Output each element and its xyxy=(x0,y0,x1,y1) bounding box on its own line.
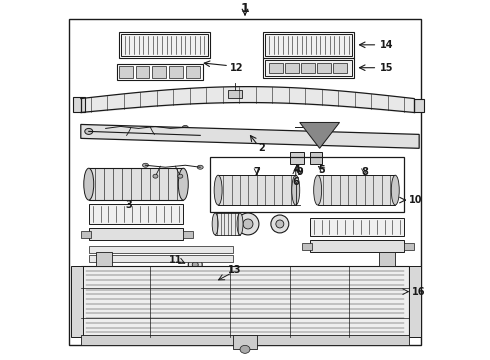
Text: 16: 16 xyxy=(412,287,426,297)
Text: 8: 8 xyxy=(361,167,368,177)
Bar xyxy=(96,252,112,266)
Bar xyxy=(89,168,183,200)
Text: 15: 15 xyxy=(380,63,394,73)
Ellipse shape xyxy=(271,215,289,233)
Text: 6: 6 xyxy=(293,177,299,187)
Text: 2: 2 xyxy=(259,143,265,153)
Bar xyxy=(263,58,354,78)
Bar xyxy=(81,336,409,345)
Polygon shape xyxy=(300,122,340,148)
Bar xyxy=(310,152,321,164)
Ellipse shape xyxy=(124,135,128,138)
Bar xyxy=(183,231,193,238)
Text: 14: 14 xyxy=(380,40,394,50)
Bar xyxy=(119,32,210,58)
Ellipse shape xyxy=(182,125,188,129)
Ellipse shape xyxy=(103,126,109,130)
Bar xyxy=(265,60,352,76)
Bar xyxy=(285,63,299,73)
Bar xyxy=(152,66,167,78)
Ellipse shape xyxy=(178,168,188,200)
Ellipse shape xyxy=(188,258,202,272)
Bar xyxy=(333,63,346,73)
Bar xyxy=(81,231,91,238)
Ellipse shape xyxy=(276,220,284,228)
Ellipse shape xyxy=(85,129,93,134)
Bar xyxy=(379,252,395,266)
Bar xyxy=(290,152,304,164)
Text: 13: 13 xyxy=(228,265,242,275)
Bar xyxy=(121,34,208,56)
Ellipse shape xyxy=(84,168,94,200)
Text: 10: 10 xyxy=(409,195,423,205)
Bar xyxy=(186,66,200,78)
Ellipse shape xyxy=(153,174,158,178)
Text: 11: 11 xyxy=(169,255,182,265)
Bar xyxy=(170,66,183,78)
Bar xyxy=(301,63,315,73)
Bar xyxy=(218,175,296,205)
Bar xyxy=(81,266,409,337)
Bar xyxy=(89,255,233,262)
Bar xyxy=(318,175,395,205)
Ellipse shape xyxy=(392,175,399,205)
Bar xyxy=(404,243,414,250)
Bar xyxy=(269,63,283,73)
Bar xyxy=(263,32,354,58)
Text: 3: 3 xyxy=(125,200,132,210)
Ellipse shape xyxy=(153,134,157,137)
Bar xyxy=(317,63,331,73)
Ellipse shape xyxy=(192,262,198,268)
Ellipse shape xyxy=(306,125,314,130)
Bar xyxy=(119,66,132,78)
Bar xyxy=(73,96,85,112)
Bar xyxy=(409,266,421,337)
Bar xyxy=(310,240,404,252)
Text: 5: 5 xyxy=(318,165,325,175)
Bar xyxy=(89,204,183,224)
Bar xyxy=(228,90,242,98)
Bar xyxy=(310,218,404,236)
Bar xyxy=(265,34,352,56)
Text: 7: 7 xyxy=(253,167,260,177)
Ellipse shape xyxy=(143,163,148,167)
Bar xyxy=(117,64,203,80)
Ellipse shape xyxy=(212,213,218,235)
Bar xyxy=(89,228,183,240)
Bar xyxy=(233,336,257,349)
Ellipse shape xyxy=(178,174,183,178)
Bar xyxy=(89,246,233,253)
Bar xyxy=(69,19,421,345)
Text: 4: 4 xyxy=(294,165,300,175)
Ellipse shape xyxy=(243,219,253,229)
Ellipse shape xyxy=(292,175,300,205)
Bar xyxy=(414,99,424,112)
Bar xyxy=(71,266,83,337)
Ellipse shape xyxy=(314,175,321,205)
Ellipse shape xyxy=(237,213,243,235)
Ellipse shape xyxy=(197,165,203,169)
Ellipse shape xyxy=(237,213,259,235)
Text: 1: 1 xyxy=(241,3,249,15)
Ellipse shape xyxy=(214,175,222,205)
Bar xyxy=(302,243,312,250)
Text: 9: 9 xyxy=(296,167,303,177)
Ellipse shape xyxy=(240,345,250,353)
Bar xyxy=(215,213,240,235)
Bar xyxy=(136,66,149,78)
Polygon shape xyxy=(81,125,419,148)
Text: 12: 12 xyxy=(230,63,244,73)
Bar xyxy=(210,157,404,212)
